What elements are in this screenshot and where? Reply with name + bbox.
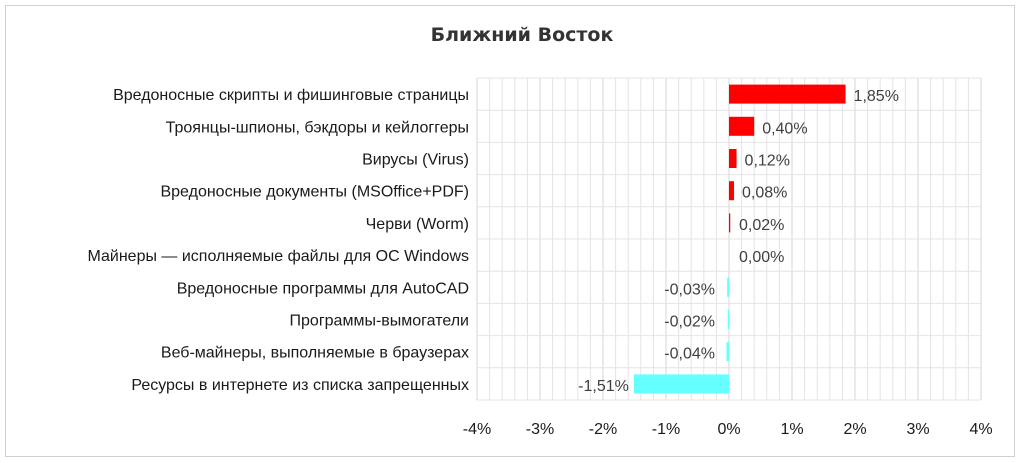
x-tick-label: 3% bbox=[906, 421, 929, 438]
labels: Вредоносные скрипты и фишинговые страниц… bbox=[87, 87, 992, 438]
category-label: Черви (Worm) bbox=[366, 216, 469, 233]
data-label: -0,03% bbox=[664, 281, 715, 298]
bar bbox=[727, 310, 729, 329]
bar bbox=[726, 342, 729, 362]
category-label: Программы-вымогатели bbox=[290, 313, 469, 330]
x-tick-label: -3% bbox=[526, 421, 554, 438]
bar bbox=[633, 374, 729, 394]
data-label: 0,40% bbox=[762, 120, 807, 137]
chart-frame: Ближний Восток Вредоносные скрипты и фиш… bbox=[5, 5, 1015, 457]
grid bbox=[476, 77, 982, 401]
data-label: 0,08% bbox=[742, 185, 787, 202]
data-label: -1,51% bbox=[578, 378, 629, 395]
x-tick-label: -1% bbox=[652, 421, 680, 438]
data-label: 1,85% bbox=[854, 88, 899, 105]
x-tick-label: 2% bbox=[843, 421, 866, 438]
bar bbox=[729, 116, 755, 136]
bar bbox=[729, 181, 735, 201]
bar bbox=[727, 277, 729, 297]
category-label: Вредоносные документы (MSOffice+PDF) bbox=[160, 184, 469, 201]
x-tick-label: -4% bbox=[463, 421, 491, 438]
chart-title: Ближний Восток bbox=[431, 24, 614, 46]
bar bbox=[729, 84, 846, 104]
data-label: 0,00% bbox=[739, 249, 784, 266]
data-label: 0,02% bbox=[739, 217, 784, 234]
category-label: Вредоносные программы для AutoCAD bbox=[177, 280, 469, 297]
bar bbox=[729, 149, 737, 168]
category-label: Вирусы (Virus) bbox=[362, 152, 469, 169]
category-label: Ресурсы в интернете из списка запрещенны… bbox=[131, 377, 469, 394]
bar bbox=[729, 213, 731, 233]
category-label: Майнеры — исполняемые файлы для ОС Windo… bbox=[87, 248, 469, 265]
data-label: 0,12% bbox=[745, 153, 790, 170]
x-tick-label: 1% bbox=[780, 421, 803, 438]
bar-chart: Ближний Восток Вредоносные скрипты и фиш… bbox=[87, 24, 992, 438]
x-tick-label: 0% bbox=[717, 421, 740, 438]
bars bbox=[633, 84, 846, 394]
x-tick-label: 4% bbox=[969, 421, 992, 438]
data-label: -0,02% bbox=[664, 314, 715, 331]
category-label: Троянцы-шпионы, бэкдоры и кейлоггеры bbox=[166, 119, 469, 136]
category-label: Вредоносные скрипты и фишинговые страниц… bbox=[113, 87, 469, 104]
data-label: -0,04% bbox=[664, 346, 715, 363]
x-tick-label: -2% bbox=[589, 421, 617, 438]
category-label: Веб-майнеры, выполняемые в браузерах bbox=[161, 345, 469, 362]
